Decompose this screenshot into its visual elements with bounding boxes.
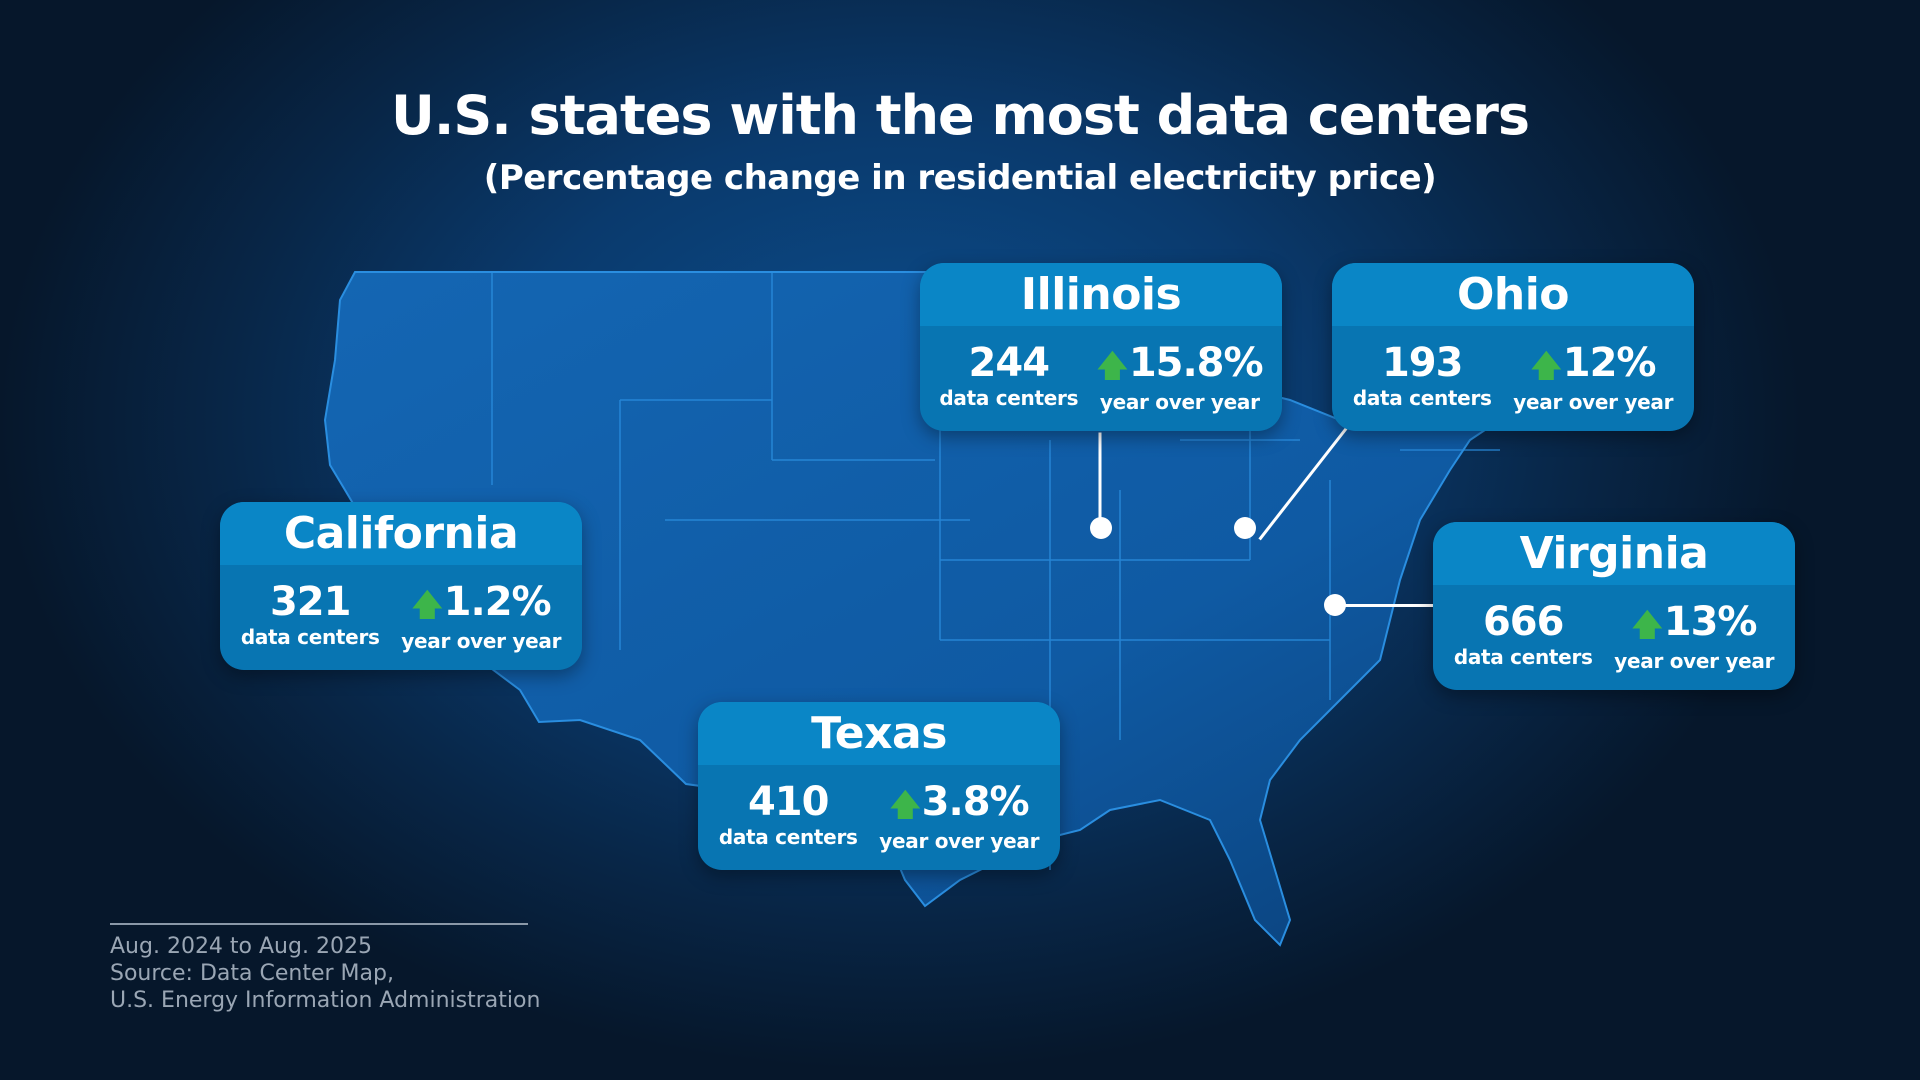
data-center-label: data centers: [718, 825, 858, 849]
arrow-up-icon: 🡅: [1631, 608, 1663, 643]
virginia-marker: [1324, 594, 1346, 616]
price-change: 1.2%: [443, 579, 552, 625]
data-center-count: 666: [1482, 599, 1564, 645]
data-center-count: 193: [1381, 340, 1463, 386]
state-name: California: [220, 502, 582, 565]
footer-source: Source: Data Center Map,: [110, 961, 394, 986]
state-name: Illinois: [920, 263, 1282, 326]
price-change-label: year over year: [879, 829, 1040, 853]
data-center-label: data centers: [939, 386, 1079, 410]
data-center-count: 321: [269, 579, 351, 625]
price-change: 12%: [1562, 340, 1657, 386]
page-subtitle: (Percentage change in residential electr…: [483, 158, 1437, 198]
data-center-count: 244: [968, 340, 1050, 386]
price-change-label: year over year: [1614, 649, 1775, 673]
price-change: 13%: [1663, 599, 1758, 645]
virginia-connector: [1335, 604, 1433, 607]
illinois-marker: [1090, 517, 1112, 539]
illinois-connector: [1098, 432, 1102, 530]
data-center-label: data centers: [240, 625, 380, 649]
state-card-virginia: Virginia 666 data centers 🡅13% year over y…: [1433, 522, 1795, 690]
price-change: 3.8%: [921, 779, 1030, 825]
footer-source-2: U.S. Energy Information Administration: [110, 988, 541, 1013]
page-title: U.S. states with the most data centers: [390, 84, 1530, 147]
state-borders: [491, 272, 1500, 870]
arrow-up-icon: 🡅: [411, 588, 443, 623]
footer-period: Aug. 2024 to Aug. 2025: [110, 934, 372, 959]
state-card-texas: Texas 410 data centers 🡅3.8% year over yea…: [698, 702, 1060, 870]
price-change-label: year over year: [401, 629, 562, 653]
arrow-up-icon: 🡅: [889, 788, 921, 823]
data-center-label: data centers: [1453, 645, 1593, 669]
state-name: Virginia: [1433, 522, 1795, 585]
data-center-count: 410: [747, 779, 829, 825]
state-name: Ohio: [1332, 263, 1694, 326]
arrow-up-icon: 🡅: [1096, 349, 1128, 384]
state-card-ohio: Ohio 193 data centers 🡅12% year over year: [1332, 263, 1694, 431]
state-card-california: California 321 data centers 🡅1.2% year ove…: [220, 502, 582, 670]
footer-divider: [110, 923, 528, 925]
state-name: Texas: [698, 702, 1060, 765]
arrow-up-icon: 🡅: [1530, 349, 1562, 384]
state-card-illinois: Illinois 244 data centers 🡅15.8% year over…: [920, 263, 1282, 431]
price-change-label: year over year: [1099, 390, 1260, 414]
price-change-label: year over year: [1513, 390, 1674, 414]
data-center-label: data centers: [1352, 386, 1492, 410]
ohio-marker: [1234, 517, 1256, 539]
price-change: 15.8%: [1128, 340, 1264, 386]
